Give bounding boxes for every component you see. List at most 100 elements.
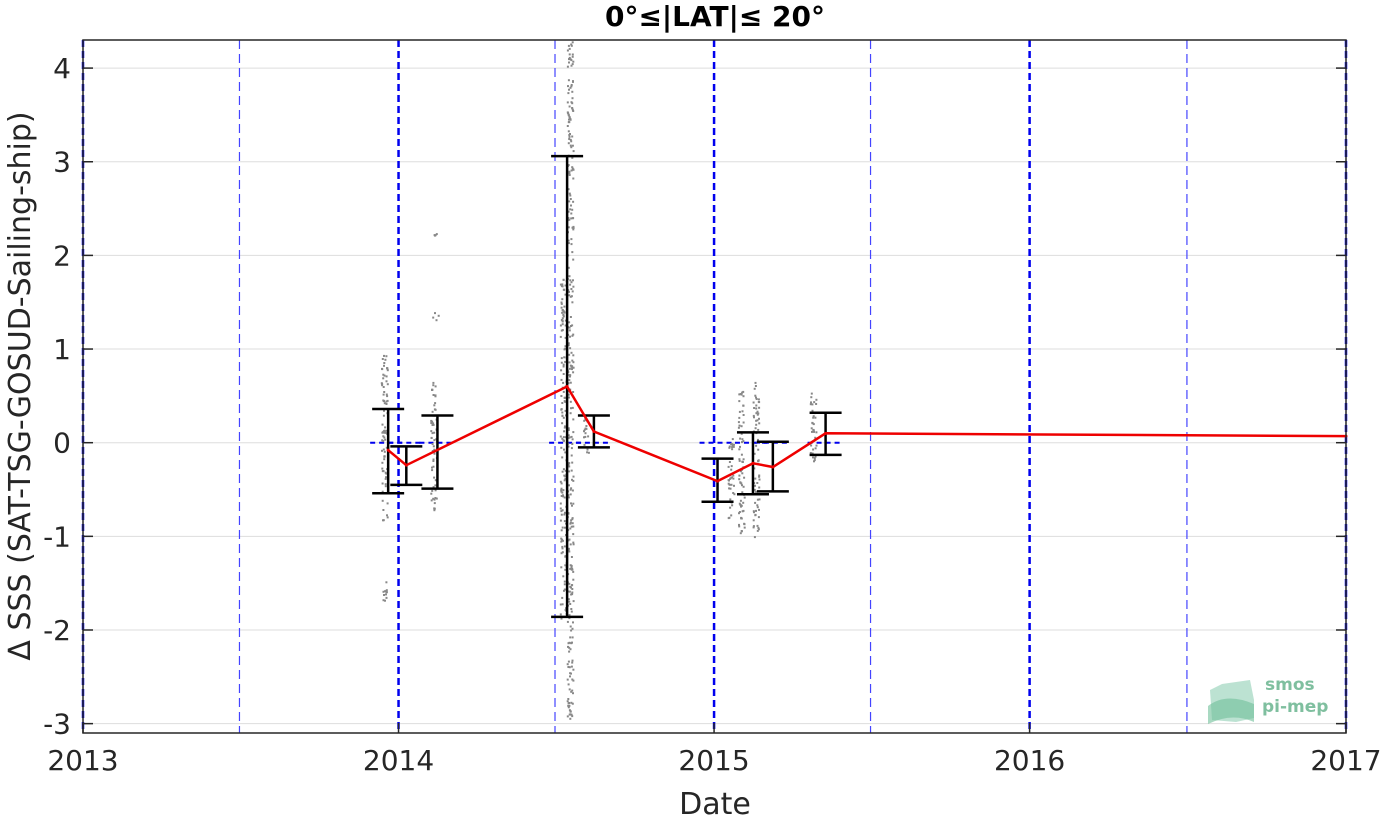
scatter-point — [731, 476, 733, 479]
scatter-point — [727, 479, 730, 482]
scatter-point — [563, 348, 566, 351]
scatter-point — [738, 478, 741, 481]
scatter-point — [572, 391, 575, 393]
scatter-point — [752, 519, 755, 522]
scatter-point — [571, 63, 574, 66]
scatter-point — [560, 378, 563, 381]
scatter-point — [754, 501, 757, 504]
scatter-point — [567, 512, 570, 515]
scatter-point — [567, 683, 570, 686]
scatter-point — [752, 525, 755, 528]
scatter-point — [564, 345, 567, 348]
scatter-point — [570, 564, 573, 567]
scatter-point — [740, 432, 743, 435]
scatter-point — [434, 234, 436, 237]
scatter-point — [740, 453, 743, 456]
scatter-point — [382, 448, 385, 451]
scatter-point — [560, 537, 563, 540]
scatter-point — [569, 86, 572, 89]
scatter-point — [383, 455, 386, 458]
scatter-point — [385, 375, 388, 378]
scatter-point — [569, 194, 572, 197]
scatter-point — [739, 481, 742, 484]
scatter-point — [567, 114, 570, 117]
scatter-point — [562, 363, 565, 366]
scatter-point — [563, 448, 565, 451]
scatter-point — [758, 478, 761, 481]
scatter-point — [758, 498, 761, 501]
scatter-point — [567, 698, 570, 700]
scatter-point — [814, 455, 817, 458]
scatter-point — [564, 336, 567, 339]
scatter-point — [572, 227, 575, 229]
scatter-point — [563, 479, 566, 482]
scatter-point — [564, 588, 567, 591]
scatter-point — [431, 420, 434, 423]
scatter-point — [564, 451, 567, 454]
scatter-point — [562, 416, 565, 419]
scatter-point — [583, 428, 586, 431]
scatter-point — [742, 501, 745, 504]
scatter-point — [382, 519, 385, 522]
scatter-point — [570, 608, 573, 610]
scatter-point — [568, 582, 571, 585]
scatter-point — [385, 429, 388, 432]
scatter-point — [569, 58, 572, 61]
scatter-point — [567, 704, 570, 707]
scatter-point — [727, 465, 730, 468]
scatter-point — [754, 385, 757, 387]
scatter-point — [432, 460, 435, 462]
scatter-point — [756, 410, 759, 413]
scatter-point — [810, 444, 813, 447]
scatter-point — [386, 514, 388, 517]
scatter-point — [568, 650, 571, 653]
scatter-point — [756, 504, 759, 507]
scatter-point — [567, 590, 570, 593]
scatter-point — [559, 603, 562, 606]
scatter-point — [563, 520, 566, 523]
scatter-point — [815, 398, 818, 401]
scatter-point — [570, 407, 572, 410]
scatter-point — [567, 666, 570, 668]
mean-line-path — [387, 384, 1347, 483]
axis-ticks: -3 -2 -1 0 1 2 3 4 2013 2014 2015 2016 2017 — [43, 52, 1382, 777]
scatter-point — [560, 489, 563, 492]
scatter-point — [812, 448, 815, 451]
scatter-point — [757, 428, 760, 431]
scatter-point — [571, 55, 574, 58]
scatter-point — [570, 435, 573, 438]
scatter-point — [569, 567, 572, 570]
scatter-point — [741, 510, 744, 513]
scatter-point — [432, 445, 435, 448]
scatter-point — [738, 502, 741, 505]
scatter-point — [562, 390, 565, 393]
scatter-point — [381, 358, 384, 360]
scatter-point — [572, 361, 575, 364]
scatter-point — [758, 474, 761, 477]
scatter-point — [562, 314, 565, 317]
scatter-point — [570, 665, 573, 668]
y-tick-label: -2 — [43, 614, 71, 647]
scatter-point — [434, 489, 437, 492]
scatter-point — [813, 460, 815, 463]
scatter-point — [561, 551, 564, 554]
scatter-point — [569, 138, 572, 141]
scatter-point — [560, 301, 563, 304]
scatter-point — [568, 590, 571, 593]
scatter-point — [572, 333, 575, 336]
scatter-point — [755, 396, 757, 399]
scatter-point — [571, 489, 574, 492]
scatter-point — [435, 233, 438, 236]
scatter-point — [571, 144, 574, 147]
scatter-point — [570, 169, 573, 172]
scatter-point — [564, 526, 566, 529]
scatter-point — [571, 251, 574, 254]
scatter-point — [758, 508, 760, 511]
scatter-point — [564, 475, 567, 478]
scatter-point — [562, 468, 565, 471]
scatter-point — [563, 545, 566, 548]
scatter-point — [383, 400, 385, 403]
scatter-point — [757, 438, 759, 441]
scatter-point — [733, 493, 736, 496]
scatter-point — [570, 288, 573, 290]
